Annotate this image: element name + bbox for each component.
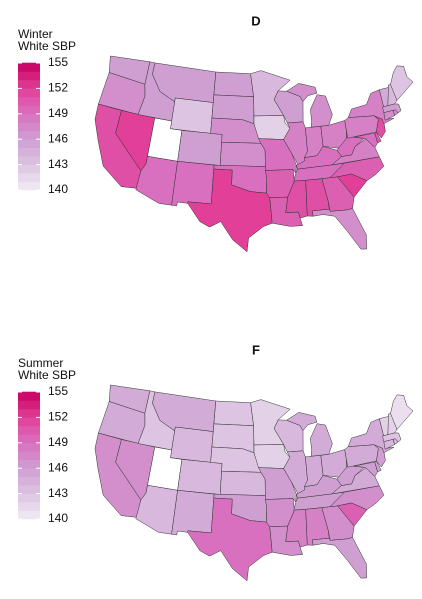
state — [382, 103, 402, 114]
colorbar-tick-label: 155 — [48, 55, 68, 69]
state — [177, 130, 223, 166]
state — [170, 426, 214, 463]
colorbar-step — [18, 121, 40, 132]
colorbar-step — [18, 425, 40, 435]
colorbar-tick-label: 152 — [48, 410, 68, 424]
colorbar-step — [18, 164, 40, 174]
colorbar-step — [18, 501, 40, 511]
colorbar-step — [18, 113, 40, 123]
colorbar-step — [18, 130, 40, 140]
state — [285, 180, 308, 219]
colorbar-step — [18, 105, 40, 115]
colorbar-step — [18, 79, 40, 89]
colorbar-tick-label: 140 — [48, 182, 68, 196]
state — [329, 485, 385, 510]
colorbar-step — [18, 172, 40, 182]
colorbar-step — [18, 400, 40, 410]
legend-title: Winter — [18, 27, 53, 41]
colorbar-step — [18, 391, 40, 401]
state — [213, 400, 254, 426]
colorbar-step — [18, 147, 40, 157]
colorbar-step — [18, 181, 40, 191]
colorbar-step — [18, 71, 40, 81]
state — [329, 156, 385, 181]
state — [390, 394, 414, 430]
state — [171, 490, 215, 536]
colorbar-step — [18, 88, 40, 98]
colorbar-tick-label: 149 — [48, 435, 68, 449]
colorbar-tick-label: 149 — [48, 106, 68, 120]
colorbar-tick-label: 152 — [48, 81, 68, 95]
colorbar-step — [18, 155, 40, 165]
colorbar-step — [18, 450, 40, 461]
state — [390, 65, 414, 101]
colorbar-step — [18, 408, 40, 418]
state — [213, 71, 254, 97]
state — [253, 444, 291, 469]
colorbar-tick-label: 146 — [48, 131, 68, 145]
legend-title: White SBP — [18, 368, 76, 382]
colorbar-step — [18, 96, 40, 106]
colorbar-tick-label: 143 — [48, 157, 68, 171]
colorbar-step — [18, 138, 40, 148]
state — [187, 168, 273, 253]
state — [177, 459, 223, 495]
colorbar-step — [18, 467, 40, 477]
colorbar-step — [18, 442, 40, 452]
state — [253, 115, 291, 140]
state — [311, 537, 367, 579]
state — [219, 141, 266, 167]
colorbar-step — [18, 476, 40, 486]
state — [286, 412, 333, 457]
colorbar-step — [18, 510, 40, 520]
state — [382, 432, 402, 443]
legend-title: Summer — [18, 356, 63, 370]
colorbar-tick-label: 143 — [48, 486, 68, 500]
panel-label: D — [251, 13, 260, 28]
colorbar-step — [18, 484, 40, 494]
state — [311, 208, 367, 250]
state — [170, 97, 214, 134]
colorbar-step — [18, 434, 40, 444]
colorbar-tick-label: 140 — [48, 511, 68, 525]
panel-label: F — [252, 342, 260, 357]
colorbar-step — [18, 62, 40, 72]
colorbar-step — [18, 493, 40, 503]
legend-title: White SBP — [18, 39, 76, 53]
state — [219, 470, 266, 496]
state — [286, 83, 333, 128]
colorbar-tick-label: 146 — [48, 460, 68, 474]
colorbar-tick-label: 155 — [48, 384, 68, 398]
state — [171, 161, 215, 207]
state — [285, 509, 308, 548]
colorbar-step — [18, 417, 40, 427]
state — [187, 497, 273, 582]
colorbar-step — [18, 459, 40, 469]
